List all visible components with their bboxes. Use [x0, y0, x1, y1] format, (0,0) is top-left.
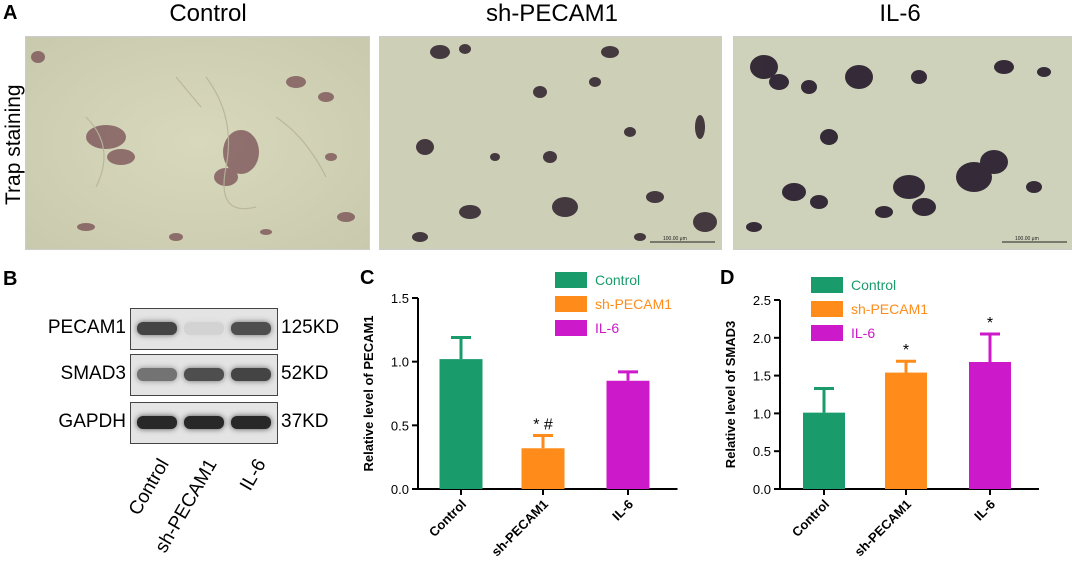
size-label-smad3: 52KD	[281, 363, 329, 385]
x-tick-label: sh-PECAM1	[851, 497, 914, 560]
legend-label: Control	[851, 277, 896, 293]
bar-sh-pecam1	[885, 373, 927, 489]
blot-band	[137, 416, 177, 429]
x-tick-label: Control	[789, 497, 832, 540]
y-axis-label: Relative level of PECAM1	[361, 315, 376, 471]
legend-swatch	[555, 296, 587, 312]
blot-band	[184, 368, 224, 381]
blot-band	[231, 368, 271, 381]
blot-band	[231, 322, 271, 335]
micrograph-sh-pecam1: 100.00 μm	[379, 36, 722, 250]
blot-strip-gapdh	[130, 402, 278, 444]
y-tick-label: 0.5	[753, 444, 771, 459]
y-tick-label: 1.5	[391, 291, 409, 306]
protein-label-pecam1: PECAM1	[16, 317, 126, 339]
y-tick-label: 0.0	[753, 482, 771, 497]
bar-il-6	[607, 381, 650, 489]
micrograph-control	[25, 36, 370, 250]
legend-swatch	[555, 272, 587, 288]
column-title-sh-pecam1: sh-PECAM1	[382, 0, 722, 28]
micrograph-il6: 100.00 μm	[733, 36, 1072, 250]
protein-label-gapdh: GAPDH	[16, 411, 126, 433]
legend-swatch	[555, 320, 587, 336]
size-label-gapdh: 37KD	[281, 411, 329, 433]
x-tick-label: Control	[426, 497, 469, 540]
y-tick-label: 2.5	[753, 293, 771, 308]
bar-control	[803, 413, 845, 489]
legend-swatch	[811, 277, 843, 293]
significance-mark: * #	[533, 417, 553, 434]
blot-band	[184, 322, 224, 335]
bar-sh-pecam1	[522, 448, 565, 489]
legend-swatch	[811, 301, 843, 317]
y-tick-label: 0.5	[391, 418, 409, 433]
significance-mark: *	[903, 342, 909, 359]
blot-band	[137, 368, 177, 381]
bar-control	[440, 359, 483, 489]
y-tick-label: 1.0	[391, 355, 409, 370]
bar-chart-smad3: D 0.0 0.5 1.0 1.5 2.0 2.5 Relative level of SMA…	[718, 262, 1072, 560]
legend-label: IL-6	[595, 320, 619, 336]
panel-a-letter: A	[3, 2, 17, 25]
panel-letter: C	[360, 267, 374, 289]
legend-label: Control	[595, 272, 640, 288]
blot-band	[231, 416, 271, 429]
blot-strip-pecam1	[130, 308, 278, 350]
significance-mark: *	[987, 315, 993, 332]
size-label-pecam1: 125KD	[281, 317, 339, 339]
panel-b-letter: B	[3, 268, 17, 291]
legend-swatch	[811, 325, 843, 341]
blot-band	[184, 416, 224, 429]
x-tick-label: sh-PECAM1	[488, 497, 551, 560]
bar-chart-pecam1: C 0.0 0.5 1.0 1.5 Relative level of PECAM1 Con…	[358, 262, 710, 560]
protein-label-smad3: SMAD3	[16, 363, 126, 385]
blot-strip-smad3	[130, 354, 278, 396]
y-tick-label: 1.5	[753, 369, 771, 384]
legend-label: sh-PECAM1	[851, 301, 928, 317]
blot-band	[137, 322, 177, 335]
y-tick-label: 1.0	[753, 406, 771, 421]
row-title-trap-staining: Trap staining	[2, 84, 26, 205]
y-tick-label: 0.0	[391, 482, 409, 497]
y-tick-label: 2.0	[753, 331, 771, 346]
panel-letter: D	[720, 267, 734, 289]
column-title-control: Control	[38, 0, 378, 28]
x-tick-label: IL-6	[609, 497, 636, 524]
scalebar-text: 100.00 μm	[1015, 236, 1039, 242]
legend-label: IL-6	[851, 325, 875, 341]
column-title-il6: IL-6	[730, 0, 1070, 28]
y-axis-label: Relative level of SMAD3	[723, 321, 738, 468]
x-tick-label: IL-6	[971, 497, 998, 524]
bar-il-6	[969, 362, 1011, 489]
scalebar-text: 100.00 μm	[663, 236, 687, 242]
legend-label: sh-PECAM1	[595, 296, 672, 312]
